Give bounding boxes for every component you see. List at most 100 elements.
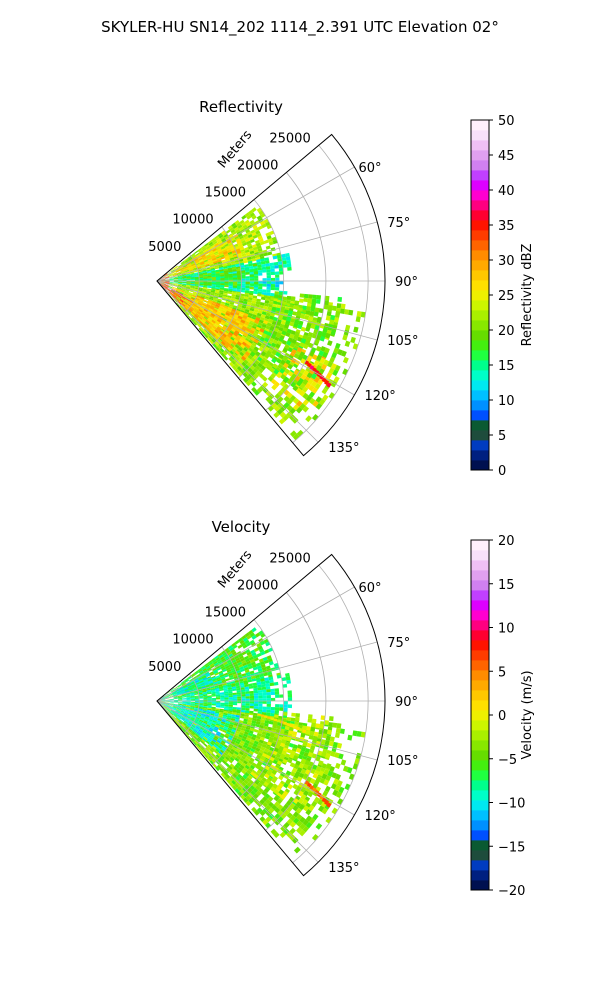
echo-cell — [229, 278, 233, 280]
echo-cell — [208, 698, 212, 700]
range-tick-label: 5000 — [148, 240, 181, 255]
echo-cell — [344, 309, 349, 315]
echo-cell — [279, 704, 283, 707]
colorbar-tick-label: 20 — [498, 324, 515, 339]
echo-cell — [316, 823, 323, 830]
colorbar-segment — [471, 770, 489, 780]
echo-cell — [224, 705, 228, 707]
echo-cell — [308, 298, 313, 303]
echo-cell — [258, 709, 262, 712]
colorbar-tick-label: −5 — [498, 753, 517, 768]
echo-cell — [292, 311, 297, 316]
echo-cell — [229, 703, 233, 705]
echo-cell — [212, 704, 216, 706]
echo-cell — [314, 732, 319, 737]
echo-cell — [279, 281, 283, 284]
echo-cell — [335, 763, 341, 769]
echo-cell — [335, 311, 340, 316]
echo-cell — [267, 284, 271, 287]
colorbar-segment — [471, 580, 489, 590]
echo-cell — [283, 291, 288, 295]
echo-cell — [220, 278, 224, 280]
colorbar-segment — [471, 830, 489, 840]
echo-cell — [233, 273, 237, 275]
colorbar-segment — [471, 310, 489, 320]
echo-cell — [170, 702, 174, 703]
echo-cell — [250, 696, 254, 699]
echo-cell — [220, 697, 224, 699]
range-tick-label: 20000 — [237, 158, 278, 173]
echo-cell — [216, 706, 220, 708]
colorbar-segment — [471, 810, 489, 820]
echo-cell — [220, 282, 224, 284]
echo-cell — [254, 693, 258, 696]
echo-cell — [275, 691, 279, 694]
echo-cell — [271, 272, 275, 275]
echo-cell — [237, 277, 241, 279]
echo-cell — [332, 306, 337, 311]
echo-cell — [216, 277, 220, 279]
echo-cell — [337, 303, 342, 308]
echo-cell — [224, 283, 228, 285]
colorbar-segment — [471, 640, 489, 650]
echo-cell — [212, 283, 216, 285]
echo-cell — [271, 278, 275, 281]
echo-cell — [208, 702, 212, 704]
echo-cell — [233, 697, 237, 699]
echo-cell — [250, 287, 254, 290]
echo-cell — [353, 327, 358, 333]
echo-cell — [233, 275, 237, 277]
echo-cell — [254, 282, 258, 285]
echo-cell — [208, 279, 212, 281]
echo-cell — [267, 698, 271, 701]
colorbar-segment — [471, 670, 489, 680]
echo-cell — [262, 270, 266, 273]
colorbar-tick-label: 50 — [498, 114, 515, 129]
colorbar-segment — [471, 180, 489, 190]
colorbar-segment — [471, 340, 489, 350]
colorbar-segment — [471, 140, 489, 150]
echo-cell — [224, 695, 228, 697]
echo-cell — [254, 709, 258, 712]
reflectivity-panel: Reflectivity60°75°90°105°120°135°5000100… — [148, 98, 535, 479]
echo-cell — [216, 696, 220, 698]
echo-cell — [357, 311, 362, 317]
echo-cell — [279, 292, 284, 296]
colorbar-tick-label: −20 — [498, 884, 525, 899]
colorbar-label: Reflectivity dBZ — [520, 244, 535, 347]
echo-cell — [241, 290, 245, 293]
echo-cell — [291, 296, 296, 300]
echo-cell — [275, 287, 279, 290]
echo-cell — [258, 690, 262, 693]
echo-cell — [314, 307, 319, 312]
colorbar-segment — [471, 590, 489, 600]
echo-cell — [270, 266, 275, 270]
echo-cell — [233, 282, 237, 284]
echo-cell — [286, 680, 291, 684]
echo-cell — [335, 733, 340, 739]
azimuth-tick-label: 90° — [395, 275, 418, 290]
echo-cell — [195, 279, 199, 280]
echo-cell — [249, 691, 253, 694]
echo-cell — [241, 275, 245, 278]
echo-cell — [224, 703, 228, 705]
echo-cell — [237, 692, 241, 695]
echo-cell — [279, 268, 284, 272]
echo-cell — [233, 695, 237, 697]
echo-cell — [294, 300, 299, 304]
echo-cell — [348, 310, 353, 316]
echo-cell — [258, 289, 262, 292]
echo-cell — [279, 707, 283, 711]
echo-cell — [199, 281, 203, 282]
echo-cell — [246, 703, 250, 706]
echo-cell — [312, 299, 317, 304]
colorbar-segment — [471, 190, 489, 200]
echo-cell — [287, 690, 291, 694]
echo-cell — [170, 702, 174, 703]
echo-cell — [262, 695, 266, 698]
echo-cell — [262, 690, 266, 693]
echo-cell — [254, 706, 258, 709]
echo-cell — [312, 719, 317, 724]
echo-cell — [266, 692, 270, 695]
echo-cell — [337, 297, 342, 302]
